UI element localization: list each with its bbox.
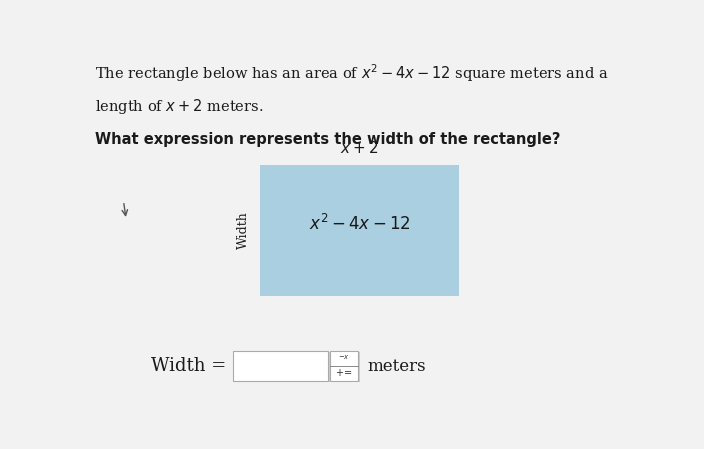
- Text: Width =: Width =: [151, 357, 226, 375]
- Text: length of $x + 2$ meters.: length of $x + 2$ meters.: [94, 97, 263, 116]
- Text: What expression represents the width of the rectangle?: What expression represents the width of …: [94, 132, 560, 147]
- Text: $+\!=\!$: $+\!=\!$: [335, 367, 353, 378]
- Bar: [260, 164, 459, 296]
- Bar: [329, 351, 358, 381]
- Text: meters: meters: [368, 357, 427, 374]
- Text: The rectangle below has an area of $x^2 - 4x - 12$ square meters and a: The rectangle below has an area of $x^2 …: [94, 62, 608, 84]
- Text: Width: Width: [237, 211, 250, 249]
- Bar: [232, 351, 328, 381]
- Text: $x^2 - 4x - 12$: $x^2 - 4x - 12$: [308, 214, 410, 233]
- Text: $^{-x}$: $^{-x}$: [338, 354, 350, 364]
- Bar: [332, 352, 360, 382]
- Bar: [234, 352, 329, 382]
- Text: $x + 2$: $x + 2$: [340, 140, 379, 156]
